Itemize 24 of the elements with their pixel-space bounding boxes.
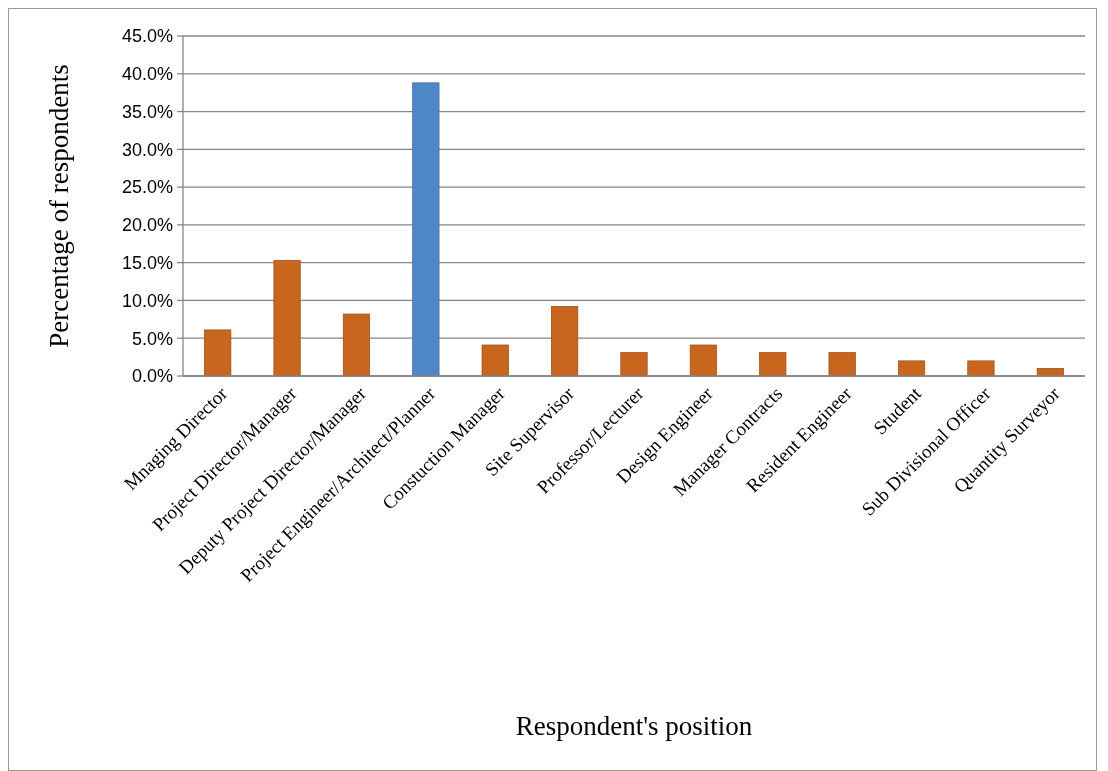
y-tick-label: 35.0% — [121, 101, 173, 122]
y-tick-label: 0.0% — [131, 366, 173, 387]
y-tick-label: 25.0% — [121, 177, 173, 198]
bar — [967, 360, 995, 377]
y-axis-title: Percentage of respondents — [44, 64, 74, 348]
bar — [481, 344, 509, 377]
bar — [412, 82, 440, 377]
x-axis-title: Respondent's position — [515, 711, 753, 741]
bar — [342, 313, 371, 377]
y-tick-label: 15.0% — [121, 252, 173, 273]
y-tick-label: 40.0% — [121, 64, 173, 85]
bar — [620, 352, 648, 377]
bar — [828, 352, 856, 377]
bar — [204, 329, 232, 377]
y-tick-label: 45.0% — [121, 26, 173, 47]
y-tick-label: 30.0% — [121, 139, 173, 160]
y-tick-label: 20.0% — [121, 215, 173, 236]
y-tick-label: 10.0% — [121, 290, 173, 311]
bar — [273, 260, 301, 377]
y-tick-label: 5.0% — [131, 328, 173, 349]
bar — [551, 306, 579, 377]
bar — [689, 344, 717, 377]
bar — [759, 352, 787, 377]
bar — [897, 360, 926, 377]
